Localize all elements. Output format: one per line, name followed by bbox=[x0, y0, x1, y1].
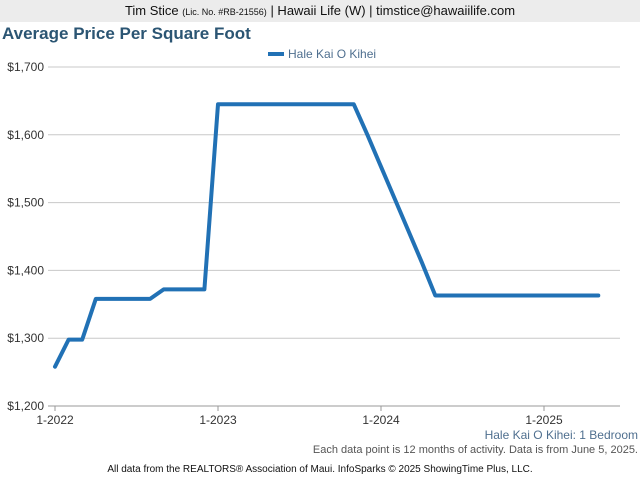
license-number: (Lic. No. #RB-21556) bbox=[182, 7, 267, 17]
y-tick-label: $1,200 bbox=[7, 399, 44, 413]
x-tick-label: 1-2025 bbox=[525, 413, 563, 427]
x-tick-label: 1-2023 bbox=[199, 413, 237, 427]
chart-title: Average Price Per Square Foot bbox=[2, 24, 251, 43]
chart-caption-note: Each data point is 12 months of activity… bbox=[312, 444, 638, 456]
y-tick-label: $1,300 bbox=[7, 331, 44, 345]
y-tick-label: $1,600 bbox=[7, 128, 44, 142]
x-tick-label: 1-2022 bbox=[36, 413, 74, 427]
legend-label: Hale Kai O Kihei bbox=[288, 47, 376, 61]
agent-contact: | Hawaii Life (W) | timstice@hawaiilife.… bbox=[270, 3, 516, 18]
y-tick-label: $1,400 bbox=[7, 263, 44, 277]
header-bar: Tim Stice (Lic. No. #RB-21556) | Hawaii … bbox=[0, 0, 640, 22]
y-tick-label: $1,500 bbox=[7, 196, 44, 210]
y-tick-label: $1,700 bbox=[7, 60, 44, 74]
x-tick-label: 1-2024 bbox=[362, 413, 400, 427]
agent-name: Tim Stice bbox=[124, 3, 179, 18]
footer-credit: All data from the REALTORS® Association … bbox=[107, 464, 533, 475]
series-line bbox=[53, 102, 601, 369]
chart-caption-subtitle: Hale Kai O Kihei: 1 Bedroom bbox=[484, 428, 638, 442]
